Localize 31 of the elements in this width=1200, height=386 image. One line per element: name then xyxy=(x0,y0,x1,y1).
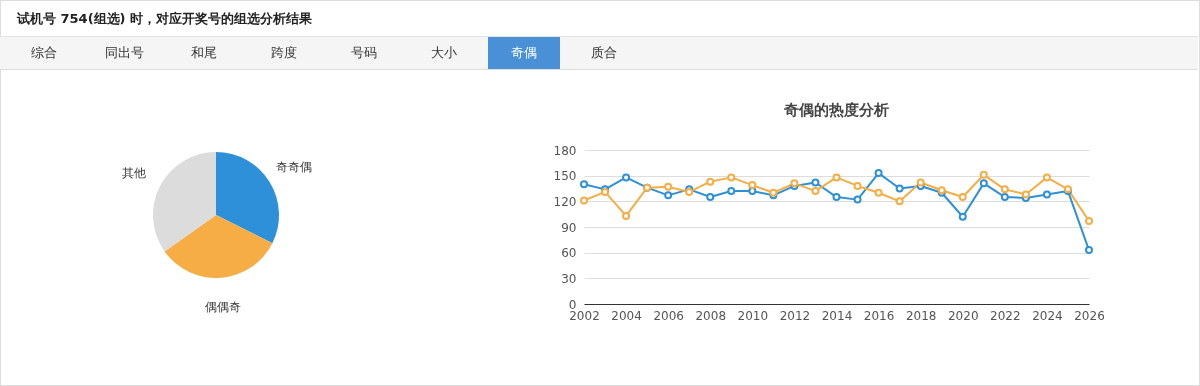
x-tick-label: 2004 xyxy=(611,308,642,323)
x-tick-label: 2026 xyxy=(1074,308,1105,323)
y-tick-label: 90 xyxy=(561,220,577,235)
text: 质合 xyxy=(590,44,618,62)
slice-label: 奇奇偶 xyxy=(276,159,313,174)
x-tick-label: 2008 xyxy=(695,308,727,323)
slice-label: 偶偶奇 xyxy=(204,299,241,314)
y-tick-label: 120 xyxy=(553,194,577,209)
text: 跨度 xyxy=(270,44,298,62)
text: 奇偶 xyxy=(488,37,560,69)
x-tick-label: 2006 xyxy=(653,308,684,323)
y-tick-label: 180 xyxy=(553,143,577,158)
x-tick-label: 2014 xyxy=(821,308,853,323)
text: 同出号 xyxy=(103,44,145,62)
x-tick-label: 2024 xyxy=(1032,308,1063,323)
x-tick-label: 2016 xyxy=(863,308,895,323)
x-tick-label: 2020 xyxy=(947,308,979,323)
x-tick-label: 2010 xyxy=(737,308,769,323)
y-tick-label: 30 xyxy=(561,271,577,286)
text: 大小 xyxy=(430,44,458,62)
text: 号码 xyxy=(350,44,378,62)
x-tick-label: 2018 xyxy=(905,308,937,323)
x-tick-label: 2012 xyxy=(779,308,811,323)
y-tick-label: 60 xyxy=(561,246,577,261)
slice-label: 其他 xyxy=(122,165,147,180)
chart-title: 奇偶的热度分析 xyxy=(783,101,889,119)
y-tick-label: 150 xyxy=(553,169,577,184)
text: 试机号 754(组选) 时，对应开奖号的组选分析结果 xyxy=(17,10,313,28)
text: 综合 xyxy=(30,44,58,62)
x-tick-label: 2022 xyxy=(990,308,1021,323)
text: 和尾 xyxy=(190,44,218,62)
